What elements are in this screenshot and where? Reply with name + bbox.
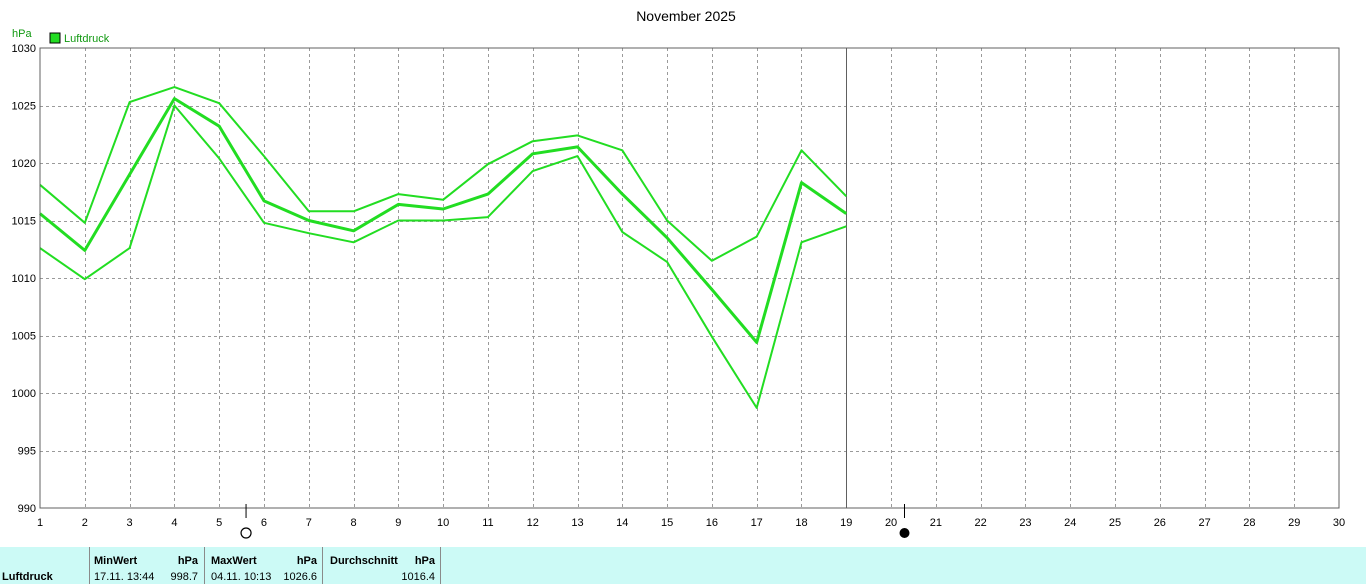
stats-min-date: 17.11. 13:44 bbox=[94, 571, 155, 583]
stats-max-cell: MaxWert hPa 04.11. 10:13 1026.6 bbox=[205, 547, 323, 584]
stats-min-header: MinWert bbox=[94, 555, 138, 567]
x-tick-label: 24 bbox=[1064, 517, 1076, 529]
stats-panel: Luftdruck MinWert hPa 17.11. 13:44 998.7… bbox=[0, 547, 1366, 584]
stats-avg-value: 1016.4 bbox=[401, 571, 435, 583]
x-tick-label: 22 bbox=[975, 517, 987, 529]
y-tick-label: 1025 bbox=[12, 101, 36, 113]
stats-name-cell: Luftdruck bbox=[0, 547, 90, 584]
stats-min-cell: MinWert hPa 17.11. 13:44 998.7 bbox=[90, 547, 205, 584]
x-tick-label: 10 bbox=[437, 517, 449, 529]
x-tick-label: 13 bbox=[571, 517, 583, 529]
chart-title: November 2025 bbox=[636, 8, 736, 24]
x-tick-label: 1 bbox=[37, 517, 43, 529]
x-tick-label: 16 bbox=[706, 517, 718, 529]
x-tick-label: 6 bbox=[261, 517, 267, 529]
x-tick-label: 25 bbox=[1109, 517, 1121, 529]
y-tick-label: 995 bbox=[18, 446, 36, 458]
stats-avg-cell: Durchschnitt hPa 1016.4 bbox=[323, 547, 441, 584]
stats-series-name: Luftdruck bbox=[2, 571, 53, 583]
x-tick-label: 19 bbox=[840, 517, 852, 529]
y-tick-label: 1010 bbox=[12, 273, 36, 285]
x-tick-label: 7 bbox=[306, 517, 312, 529]
stats-min-value: 998.7 bbox=[170, 571, 198, 583]
x-tick-label: 30 bbox=[1333, 517, 1345, 529]
pressure-chart: 1 2 3 4 5 6 7 8 9 10 11 12 13 14 15 16 17 18 19 20 21 22 23 24 2… bbox=[12, 8, 1346, 539]
y-tick-label: 1005 bbox=[12, 331, 36, 343]
stats-max-value: 1026.6 bbox=[283, 571, 317, 583]
x-tick-label: 27 bbox=[1198, 517, 1210, 529]
axis-ticks: 1 2 3 4 5 6 7 8 9 10 11 12 13 14 15 16 17 18 19 20 21 22 23 24 2… bbox=[12, 43, 1346, 529]
stats-max-date: 04.11. 10:13 bbox=[211, 571, 272, 583]
x-tick-label: 12 bbox=[527, 517, 539, 529]
x-tick-label: 15 bbox=[661, 517, 673, 529]
stats-avg-unit: hPa bbox=[414, 555, 435, 567]
y-tick-label: 1000 bbox=[12, 388, 36, 400]
y-tick-label: 1015 bbox=[12, 216, 36, 228]
stats-max-unit: hPa bbox=[296, 555, 317, 567]
plot-frame bbox=[39, 47, 1340, 509]
series-line-maximum bbox=[39, 86, 848, 262]
full-moon-icon bbox=[240, 527, 252, 539]
y-tick-label: 1020 bbox=[12, 158, 36, 170]
x-tick-label: 20 bbox=[885, 517, 897, 529]
legend-swatch bbox=[49, 32, 61, 44]
stats-min-unit: hPa bbox=[177, 555, 198, 567]
x-tick-label: 29 bbox=[1288, 517, 1300, 529]
x-tick-label: 18 bbox=[795, 517, 807, 529]
y-tick-label: 1030 bbox=[12, 43, 36, 55]
x-tick-label: 14 bbox=[616, 517, 628, 529]
x-tick-label: 26 bbox=[1154, 517, 1166, 529]
y-tick-label: 990 bbox=[18, 503, 36, 515]
chart-grid bbox=[40, 48, 1339, 508]
legend-label: Luftdruck bbox=[64, 33, 110, 45]
x-tick-label: 28 bbox=[1243, 517, 1255, 529]
x-tick-label: 8 bbox=[350, 517, 356, 529]
y-axis-unit: hPa bbox=[12, 28, 32, 40]
moon-phase-markers bbox=[240, 504, 910, 539]
x-tick-label: 4 bbox=[171, 517, 177, 529]
chart-series bbox=[39, 86, 848, 409]
x-tick-label: 17 bbox=[751, 517, 763, 529]
new-moon-icon bbox=[899, 528, 910, 538]
x-tick-label: 5 bbox=[216, 517, 222, 529]
x-tick-label: 2 bbox=[82, 517, 88, 529]
x-tick-label: 3 bbox=[127, 517, 133, 529]
x-tick-label: 9 bbox=[395, 517, 401, 529]
x-tick-label: 21 bbox=[930, 517, 942, 529]
series-line-minimum bbox=[39, 104, 847, 409]
stats-avg-header: Durchschnitt bbox=[330, 555, 398, 567]
x-tick-label: 11 bbox=[482, 517, 493, 529]
stats-max-header: MaxWert bbox=[211, 555, 257, 567]
x-tick-label: 23 bbox=[1019, 517, 1031, 529]
series-line-average bbox=[39, 97, 848, 344]
